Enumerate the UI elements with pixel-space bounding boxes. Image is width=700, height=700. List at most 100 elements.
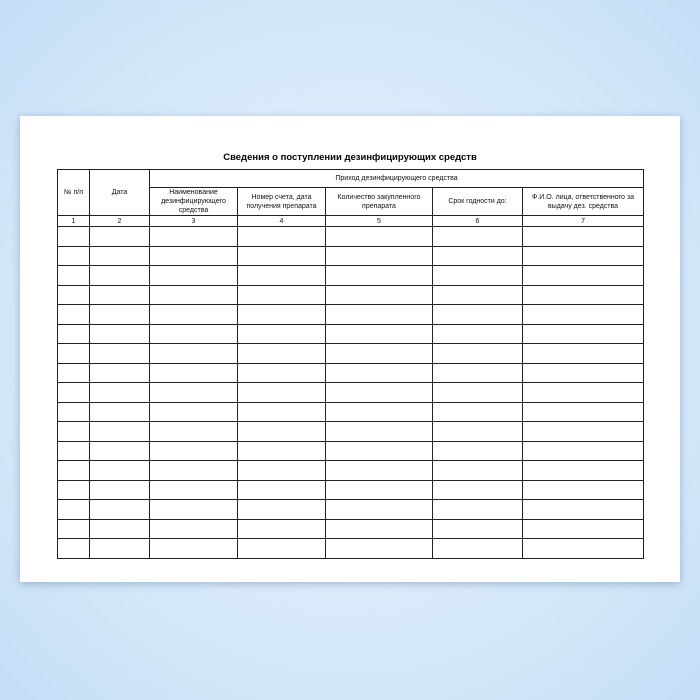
table-cell: [237, 421, 326, 442]
table-cell: [89, 245, 150, 266]
table-row: [57, 518, 645, 539]
header-quantity: Количество закупленного препарата: [325, 187, 433, 216]
table-cell: [149, 304, 238, 325]
table-cell: [237, 265, 326, 286]
table-cell: [149, 460, 238, 481]
table-cell: [57, 304, 90, 325]
table-cell: [432, 304, 523, 325]
header-group-receipt: Приход дезинфицирующего средства: [148, 169, 645, 188]
table-cell: [149, 499, 238, 520]
column-number: 6: [432, 215, 523, 227]
table-cell: [432, 382, 523, 403]
table-row: [57, 499, 645, 520]
table-cell: [432, 518, 523, 539]
table-cell: [325, 499, 433, 520]
table-cell: [89, 421, 150, 442]
table-cell: [237, 382, 326, 403]
table-cell: [57, 440, 90, 461]
column-number: 4: [237, 215, 326, 227]
table-cell: [57, 499, 90, 520]
table-cell: [325, 226, 433, 247]
table-cell: [149, 421, 238, 442]
table-cell: [57, 284, 90, 305]
column-number: 2: [89, 215, 150, 227]
table-cell: [89, 284, 150, 305]
table-cell: [432, 479, 523, 500]
table-cell: [432, 401, 523, 422]
table-cell: [89, 304, 150, 325]
table-cell: [57, 323, 90, 344]
table-cell: [89, 499, 150, 520]
column-number: 7: [521, 215, 645, 227]
table-row: [57, 226, 645, 247]
table-cell: [432, 265, 523, 286]
disinfectant-receipt-table: № п/п Дата Приход дезинфицирующего средс…: [57, 169, 645, 559]
header-expiry: Срок годности до:: [432, 187, 523, 216]
table-cell: [521, 245, 645, 266]
table-cell: [149, 479, 238, 500]
table-cell: [325, 245, 433, 266]
table-cell: [149, 284, 238, 305]
table-cell: [325, 479, 433, 500]
table-cell: [325, 323, 433, 344]
table-cell: [325, 538, 433, 559]
table-cell: [325, 440, 433, 461]
table-cell: [89, 460, 150, 481]
table-cell: [57, 479, 90, 500]
table-cell: [149, 245, 238, 266]
table-cell: [149, 343, 238, 364]
table-cell: [89, 518, 150, 539]
table-cell: [432, 343, 523, 364]
table-cell: [432, 323, 523, 344]
table-cell: [325, 401, 433, 422]
table-cell: [149, 323, 238, 344]
table-cell: [325, 382, 433, 403]
table-cell: [325, 265, 433, 286]
table-cell: [432, 440, 523, 461]
table-cell: [325, 362, 433, 383]
table-cell: [237, 226, 326, 247]
table-row: [57, 401, 645, 422]
header-date: Дата: [89, 169, 150, 216]
table-cell: [89, 323, 150, 344]
table-cell: [237, 245, 326, 266]
table-cell: [521, 421, 645, 442]
table-cell: [521, 518, 645, 539]
table-cell: [149, 440, 238, 461]
table-cell: [89, 265, 150, 286]
table-cell: [89, 226, 150, 247]
table-cell: [89, 440, 150, 461]
table-cell: [432, 499, 523, 520]
header-number: № п/п: [57, 169, 90, 216]
table-cell: [57, 245, 90, 266]
table-cell: [521, 284, 645, 305]
column-number: 5: [325, 215, 433, 227]
table-cell: [521, 362, 645, 383]
table-cell: [432, 538, 523, 559]
header-name: Наименование дезинфицирующего средства: [149, 187, 238, 216]
table-cell: [325, 421, 433, 442]
table-cell: [237, 284, 326, 305]
table-cell: [89, 479, 150, 500]
header-responsible: Ф.И.О. лица, ответственного за выдачу де…: [521, 187, 645, 216]
table-cell: [432, 226, 523, 247]
table-cell: [57, 421, 90, 442]
table-cell: [57, 265, 90, 286]
table-cell: [325, 304, 433, 325]
table-cell: [432, 421, 523, 442]
table-cell: [521, 343, 645, 364]
header-invoice: Номер счета, дата получения препарата: [237, 187, 326, 216]
table-cell: [521, 265, 645, 286]
table-cell: [57, 401, 90, 422]
table-cell: [521, 323, 645, 344]
table-cell: [89, 343, 150, 364]
table-cell: [57, 518, 90, 539]
table-cell: [89, 382, 150, 403]
table-cell: [149, 518, 238, 539]
table-row: [57, 382, 645, 403]
table-row: [57, 284, 645, 305]
table-cell: [432, 245, 523, 266]
table-cell: [237, 518, 326, 539]
table-cell: [237, 440, 326, 461]
document-title: Сведения о поступлении дезинфицирующих с…: [223, 152, 477, 163]
